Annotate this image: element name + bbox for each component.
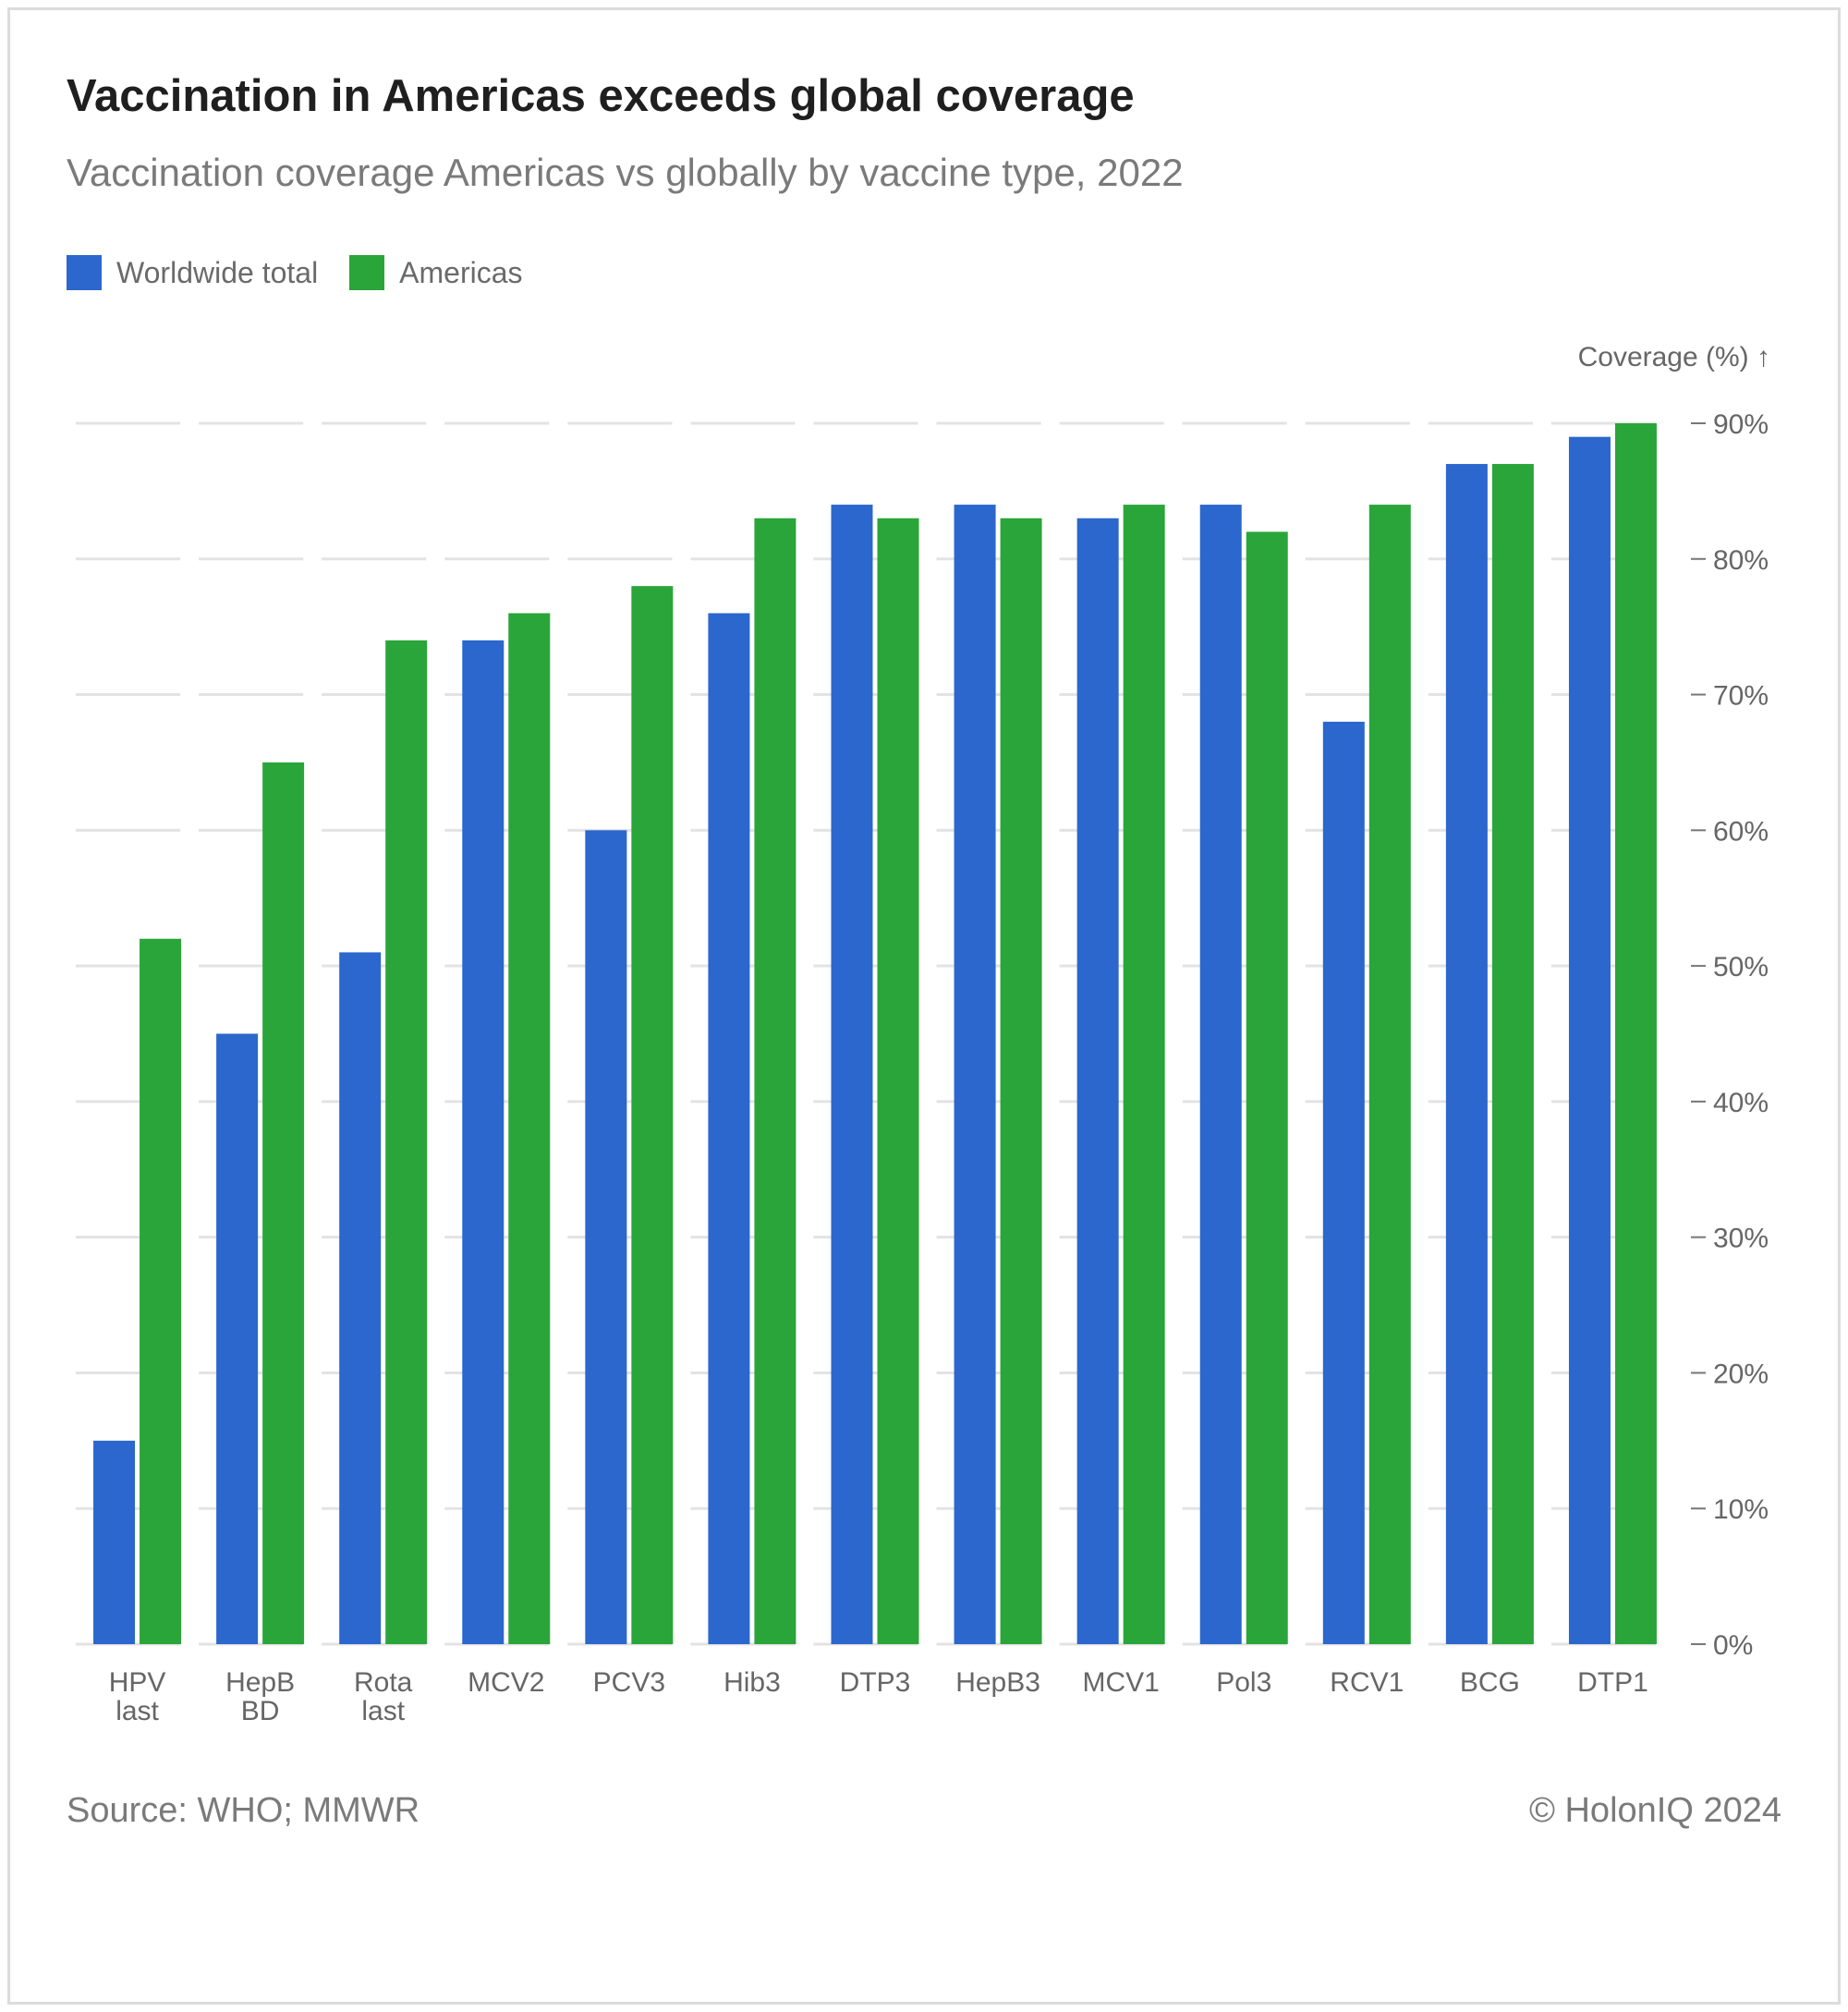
bar-worldwide bbox=[93, 1440, 136, 1644]
legend-label-worldwide: Worldwide total bbox=[116, 255, 319, 289]
x-tick-label-line: HepB bbox=[225, 1667, 295, 1698]
bar-americas bbox=[140, 938, 182, 1644]
bar-worldwide bbox=[339, 952, 382, 1644]
x-tick-label: Hib3 bbox=[723, 1667, 781, 1698]
legend-label-americas: Americas bbox=[399, 255, 523, 289]
x-tick-label: Rota last bbox=[354, 1667, 413, 1726]
x-tick-label-line: last bbox=[361, 1696, 405, 1726]
bar-americas bbox=[1614, 423, 1657, 1644]
bar-worldwide bbox=[708, 613, 750, 1644]
y-tick-label: 50% bbox=[1713, 952, 1769, 982]
x-tick-label-line: MCV2 bbox=[468, 1667, 544, 1698]
legend-item-americas: Americas bbox=[349, 255, 523, 290]
bar-worldwide bbox=[1322, 721, 1365, 1644]
bar-worldwide bbox=[1568, 436, 1611, 1645]
legend-swatch-worldwide bbox=[67, 255, 102, 290]
bar-worldwide bbox=[1199, 505, 1242, 1644]
bar-worldwide bbox=[954, 505, 996, 1644]
y-tick-label: 90% bbox=[1713, 409, 1769, 440]
legend-swatch-americas bbox=[349, 255, 385, 290]
x-tick-label: MCV1 bbox=[1082, 1667, 1159, 1698]
x-tick-label: HepB3 bbox=[955, 1667, 1040, 1698]
x-tick-label-line: DTP3 bbox=[840, 1667, 911, 1698]
bar-americas bbox=[1000, 518, 1042, 1645]
chart-title: Vaccination in Americas exceeds global c… bbox=[67, 71, 1135, 121]
x-tick-label: HPV last bbox=[109, 1667, 166, 1726]
copyright-note: © HolonIQ 2024 bbox=[1528, 1791, 1781, 1830]
x-tick-label: BCG bbox=[1460, 1667, 1520, 1698]
bar-americas bbox=[754, 518, 796, 1645]
chart-subtitle: Vaccination coverage Americas vs globall… bbox=[67, 151, 1184, 194]
bar-americas bbox=[877, 518, 919, 1645]
x-tick-label-line: BD bbox=[241, 1696, 280, 1726]
bar-americas bbox=[508, 613, 551, 1644]
x-tick-label-line: DTP1 bbox=[1577, 1667, 1648, 1698]
x-tick-label-line: Hib3 bbox=[723, 1667, 781, 1698]
y-tick-label: 80% bbox=[1713, 545, 1769, 576]
y-tick-label: 60% bbox=[1713, 816, 1769, 847]
x-tick-label: DTP1 bbox=[1577, 1667, 1648, 1698]
y-tick-label: 30% bbox=[1713, 1224, 1769, 1254]
bar-worldwide bbox=[216, 1033, 259, 1644]
y-tick-label: 70% bbox=[1713, 681, 1769, 712]
bar-americas bbox=[262, 762, 305, 1644]
x-tick-label-line: last bbox=[116, 1696, 159, 1726]
bar-americas bbox=[1246, 531, 1288, 1644]
x-tick-label-line: RCV1 bbox=[1330, 1667, 1404, 1698]
x-tick-label: PCV3 bbox=[593, 1667, 665, 1698]
bar-chart: 0% 10% 20% 30% 40% 50% 60% 70% 80% 90% Coverage (%… bbox=[76, 342, 1770, 1726]
x-tick-label-line: HepB3 bbox=[955, 1667, 1040, 1698]
legend: Worldwide total Americas bbox=[67, 254, 554, 291]
bar-worldwide bbox=[1076, 518, 1119, 1645]
chart-frame bbox=[7, 7, 1841, 2005]
x-tick-label-line: Rota bbox=[354, 1667, 413, 1698]
bar-americas bbox=[1491, 464, 1534, 1644]
y-axis-label: Coverage (%) ↑ bbox=[1578, 342, 1770, 372]
bar-worldwide bbox=[585, 830, 627, 1644]
x-tick-label-line: Pol3 bbox=[1216, 1667, 1271, 1698]
x-tick-label-line: HPV bbox=[109, 1667, 166, 1698]
bar-worldwide bbox=[462, 640, 505, 1644]
y-tick-label: 40% bbox=[1713, 1088, 1769, 1118]
x-tick-label: HepB BD bbox=[225, 1667, 295, 1726]
x-tick-label: Pol3 bbox=[1216, 1667, 1271, 1698]
bar-worldwide bbox=[831, 505, 873, 1644]
bar-americas bbox=[385, 640, 428, 1644]
bar-americas bbox=[631, 586, 674, 1645]
x-tick-label: RCV1 bbox=[1330, 1667, 1404, 1698]
legend-item-worldwide: Worldwide total bbox=[67, 255, 318, 290]
x-tick-label-line: MCV1 bbox=[1082, 1667, 1159, 1698]
x-tick-label-line: PCV3 bbox=[593, 1667, 665, 1698]
y-tick-label: 0% bbox=[1713, 1630, 1753, 1661]
bar-americas bbox=[1368, 505, 1411, 1644]
y-tick-label: 20% bbox=[1713, 1359, 1769, 1389]
y-tick-label: 10% bbox=[1713, 1494, 1769, 1525]
bar-americas bbox=[1123, 505, 1165, 1644]
bar-worldwide bbox=[1445, 464, 1488, 1644]
x-tick-label: DTP3 bbox=[840, 1667, 911, 1698]
x-tick-label: MCV2 bbox=[468, 1667, 544, 1698]
x-tick-label-line: BCG bbox=[1460, 1667, 1520, 1698]
source-note: Source: WHO; MMWR bbox=[67, 1791, 420, 1830]
